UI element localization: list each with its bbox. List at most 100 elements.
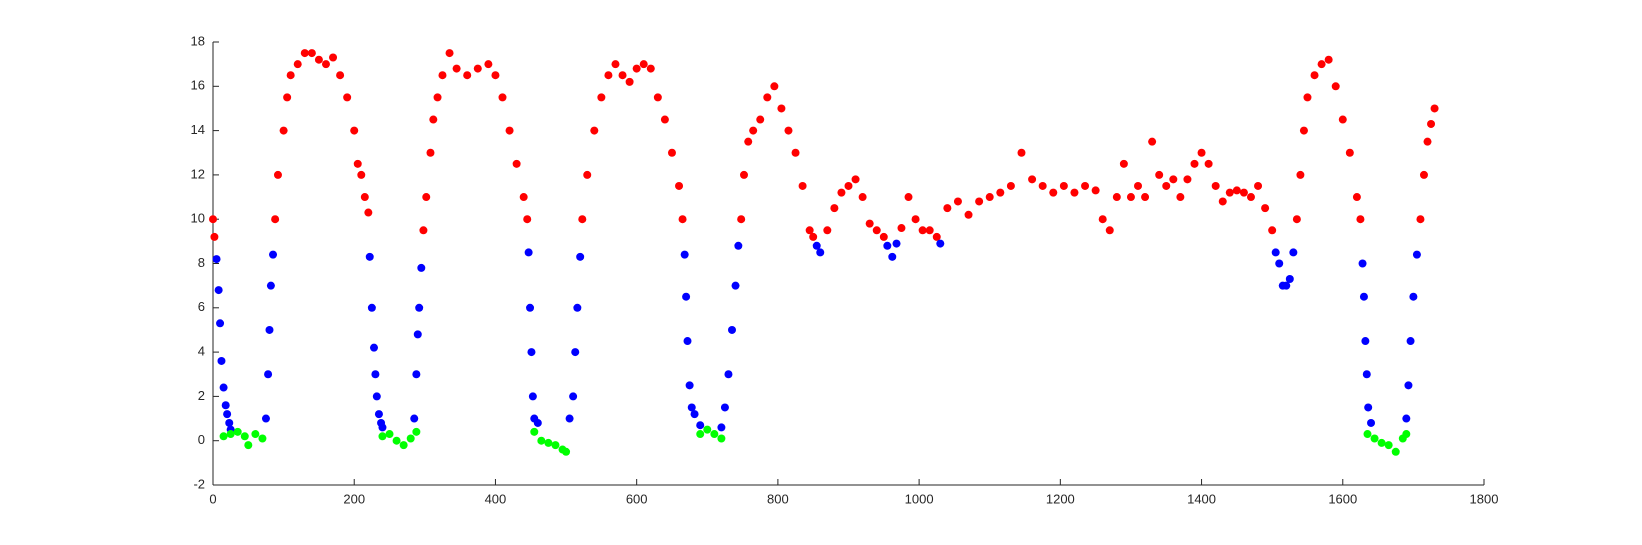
point [744, 137, 753, 146]
point [724, 370, 733, 379]
point [1377, 438, 1386, 447]
x-tick-label: 200 [343, 491, 365, 506]
point [897, 224, 906, 233]
point [1006, 181, 1015, 190]
point [1183, 175, 1192, 184]
point [307, 49, 316, 58]
point [1391, 447, 1400, 456]
point [1112, 193, 1121, 202]
point [1126, 193, 1135, 202]
point [865, 219, 874, 228]
point [936, 239, 945, 248]
point [336, 71, 345, 80]
point [463, 71, 472, 80]
point [286, 71, 295, 80]
point [756, 115, 765, 124]
point [703, 425, 712, 434]
point [524, 248, 533, 257]
point [1261, 204, 1270, 213]
point [1384, 441, 1393, 450]
point [329, 53, 338, 62]
point [426, 148, 435, 157]
point [1303, 93, 1312, 102]
x-tick-label: 1400 [1187, 491, 1216, 506]
point [678, 215, 687, 224]
point [219, 432, 228, 441]
point [1098, 215, 1107, 224]
point [690, 410, 699, 419]
point [578, 215, 587, 224]
point [892, 239, 901, 248]
point [597, 93, 606, 102]
point [452, 64, 461, 73]
point [1299, 126, 1308, 135]
point [1091, 186, 1100, 195]
point [1331, 82, 1340, 91]
point [830, 204, 839, 213]
point [1282, 281, 1291, 290]
point [696, 421, 705, 430]
point [1285, 275, 1294, 284]
point [491, 71, 500, 80]
point [219, 383, 228, 392]
point [419, 226, 428, 235]
point [1028, 175, 1037, 184]
point [273, 170, 282, 179]
point [682, 292, 691, 301]
point [367, 303, 376, 312]
point [374, 410, 383, 419]
point [918, 226, 927, 235]
point [413, 330, 422, 339]
point [851, 175, 860, 184]
point [1356, 215, 1365, 224]
point [1271, 248, 1280, 257]
point [1038, 181, 1047, 190]
point [696, 430, 705, 439]
point [996, 188, 1005, 197]
point [209, 215, 217, 224]
x-tick-label: 1800 [1470, 491, 1499, 506]
point [269, 250, 278, 259]
point [264, 370, 273, 379]
point [565, 414, 574, 423]
point [1105, 226, 1114, 235]
point [343, 93, 352, 102]
point [625, 77, 634, 86]
point [1239, 188, 1248, 197]
point [1225, 188, 1234, 197]
point [904, 193, 913, 202]
point [667, 148, 676, 157]
point [371, 370, 380, 379]
point [812, 241, 821, 250]
point [763, 93, 772, 102]
point [809, 232, 818, 241]
point [1419, 170, 1428, 179]
point [279, 126, 288, 135]
point [498, 93, 507, 102]
point [1169, 175, 1178, 184]
point [410, 414, 419, 423]
point [1148, 137, 1157, 146]
point [417, 263, 426, 272]
point [816, 248, 825, 257]
point [1268, 226, 1277, 235]
point [604, 71, 613, 80]
point [438, 71, 447, 80]
point [1141, 193, 1150, 202]
point [365, 252, 374, 261]
point [883, 241, 892, 250]
point [551, 441, 560, 450]
point [749, 126, 758, 135]
point [526, 303, 535, 312]
point [675, 181, 684, 190]
point [433, 93, 442, 102]
point [717, 423, 726, 432]
point [1232, 186, 1241, 195]
point [943, 204, 952, 213]
point [611, 60, 620, 69]
point [415, 303, 424, 312]
point [221, 401, 230, 410]
point [385, 430, 394, 439]
point [283, 93, 292, 102]
